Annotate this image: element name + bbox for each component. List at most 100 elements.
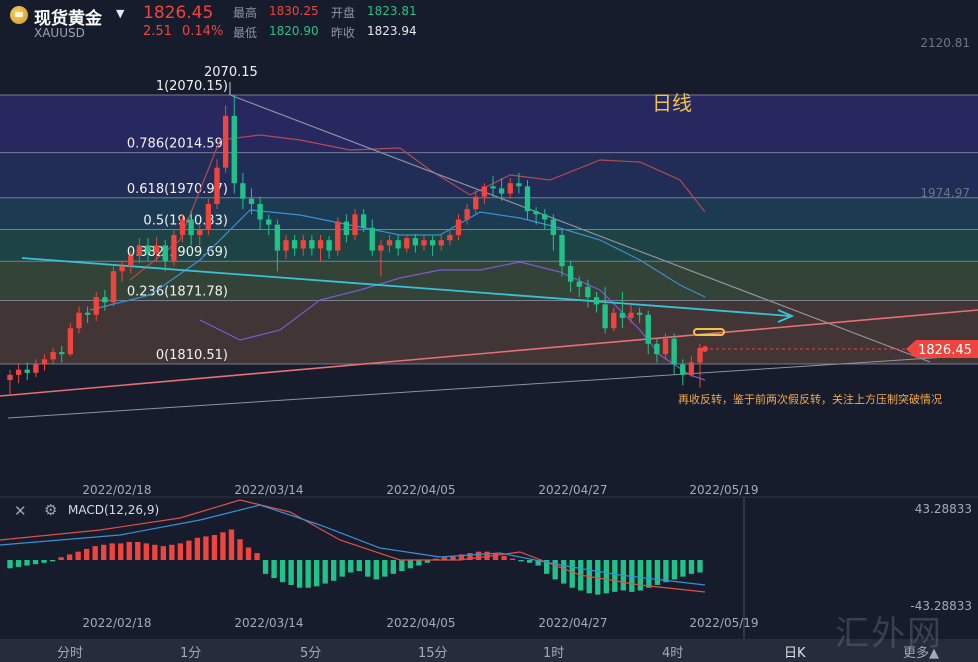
macd-y-axis-label: -43.28833 [910, 599, 972, 613]
close-icon[interactable]: ✕ [14, 502, 27, 520]
macd-histogram-bar [194, 537, 201, 560]
candle-body [429, 240, 436, 246]
candle-body [438, 240, 444, 246]
macd-histogram-bar [365, 560, 371, 577]
macd-histogram-bar [424, 560, 431, 563]
macd-histogram-bar [407, 560, 414, 569]
macd-dea-line [0, 504, 706, 586]
macd-histogram-bar [49, 560, 56, 562]
chevron-down-icon[interactable]: ▼ [116, 7, 125, 20]
analysis-annotation: 再收反转，鉴于前两次假反转，关注上方压制突破情况 [678, 392, 942, 406]
candle-body [455, 219, 462, 236]
candle-body [662, 338, 669, 355]
macd-histogram-bar [143, 543, 149, 560]
tab-15min[interactable]: 15分 [418, 646, 448, 661]
macd-histogram-bar [612, 560, 618, 592]
candle-body [636, 312, 643, 315]
macd-histogram-bar [135, 541, 141, 560]
cyan-arrow-icon [777, 309, 795, 323]
candle-body [576, 281, 582, 287]
candle-body [542, 214, 548, 220]
candle-body [697, 347, 703, 363]
fib-band [0, 152, 978, 198]
macd-histogram-bar [160, 546, 167, 560]
macd-histogram-bar [654, 560, 661, 585]
candle-body [645, 314, 651, 344]
macd-histogram-bar [15, 560, 22, 567]
macd-histogram-bar [509, 558, 516, 560]
candle-body [197, 229, 203, 236]
macd-histogram-bar [83, 548, 90, 560]
macd-histogram-bar [603, 560, 609, 594]
watermark: 汇外网 [835, 614, 943, 654]
macd-histogram-bar [126, 541, 132, 560]
macd-histogram-bar [450, 555, 456, 560]
macd-histogram-bar [237, 539, 243, 560]
candle-body [188, 219, 194, 236]
tab-1min[interactable]: 1分 [180, 646, 202, 661]
tab-daily[interactable]: 日K [784, 646, 806, 661]
candle-body [386, 240, 393, 246]
macd-histogram-bar [382, 560, 388, 577]
open-label: 开盘 [331, 6, 356, 20]
price-tag-bg [906, 340, 978, 358]
candle-body [335, 221, 341, 251]
tab-timeshare[interactable]: 分时 [57, 646, 84, 661]
macd-x-tick-label: 2022/04/05 [386, 616, 455, 630]
candle-body [309, 240, 315, 249]
tab-4hour[interactable]: 4时 [662, 646, 684, 661]
candle-body [585, 286, 591, 298]
candle-body [360, 214, 367, 228]
candle-body [231, 115, 237, 184]
macd-histogram-bar [118, 543, 124, 560]
fib-band [0, 95, 978, 153]
instrument-title[interactable]: 现货黄金 [34, 9, 102, 29]
instrument-symbol: XAUUSD [34, 26, 85, 40]
candle-body [33, 364, 39, 373]
candle-body [593, 297, 600, 305]
support-line-cyan [21, 257, 791, 317]
candle-body [680, 364, 686, 375]
macd-histogram-bar [595, 560, 601, 595]
macd-histogram-bar [92, 546, 98, 560]
macd-histogram-bar [373, 560, 379, 580]
macd-histogram-bar [526, 560, 533, 563]
last-price-dot [702, 346, 708, 352]
tab-more[interactable]: 更多▲ [903, 646, 939, 661]
macd-histogram-bar [637, 560, 644, 591]
candle-body [248, 198, 255, 204]
macd-histogram-bar [331, 560, 337, 581]
candle-body [326, 240, 332, 251]
macd-histogram-bar [203, 536, 209, 560]
candle-body [516, 183, 522, 187]
tab-5min[interactable]: 5分 [300, 646, 322, 661]
macd-histogram-bar [152, 544, 158, 560]
x-tick-label: 2022/02/18 [82, 483, 151, 497]
candle-body [395, 240, 401, 249]
tab-1hour[interactable]: 1时 [543, 646, 565, 661]
macd-histogram-bar [101, 544, 107, 560]
price-change-pct: 0.14% [182, 24, 224, 39]
candle-body [369, 227, 375, 251]
macd-histogram-bar [518, 560, 524, 562]
candle-body [473, 196, 479, 210]
candle-body [50, 352, 56, 360]
y-axis-label: 1974.97 [920, 186, 970, 200]
macd-histogram-bar [671, 560, 678, 580]
macd-histogram-bar [24, 560, 30, 566]
y-axis-label: 2120.81 [920, 36, 970, 50]
macd-histogram-bar [322, 560, 328, 584]
macd-histogram-bar [245, 547, 252, 560]
macd-histogram-bar [7, 560, 13, 569]
open-value: 1823.81 [367, 4, 417, 18]
macd-histogram-bar [416, 560, 422, 566]
gear-icon[interactable]: ⚙ [44, 501, 58, 519]
macd-x-tick-label: 2022/03/14 [234, 616, 303, 630]
x-tick-label: 2022/04/05 [386, 483, 455, 497]
candle-body [421, 240, 427, 246]
candle-body [412, 238, 419, 246]
price-tag-label: 1826.45 [918, 343, 972, 358]
macd-x-tick-label: 2022/04/27 [538, 616, 607, 630]
macd-histogram-bar [296, 560, 303, 588]
prev-close-value: 1823.94 [367, 24, 417, 38]
